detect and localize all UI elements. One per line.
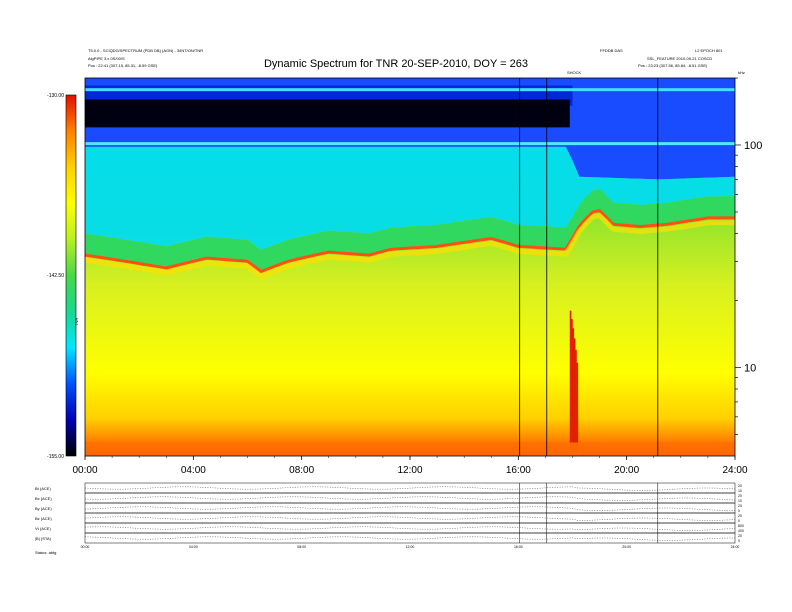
cyan-line-lower	[85, 142, 735, 146]
ts-right-tick: 0	[738, 509, 740, 513]
spectrum-plot	[85, 78, 735, 456]
ts-trace	[84, 536, 736, 541]
x-tick-label: 00:00	[72, 465, 97, 476]
frequency-unit-label: kHz	[738, 70, 745, 75]
colorbar-tick-mid: -142.50	[47, 273, 64, 279]
shock-marker-label: SHOCK	[567, 70, 582, 75]
x-tick-label: 16:00	[506, 465, 531, 476]
ts-panel-frame	[84, 522, 736, 534]
colorbar-label: TNR	[74, 318, 79, 326]
x-tick-label: 12:00	[397, 465, 422, 476]
ts-panel-label: |B| (STA)	[35, 536, 52, 541]
header-info-line-1: T5.0.0 - SCIQDG/SPECTRUM (PDB DB) (AGN) …	[88, 48, 204, 53]
ts-right-tick: 0	[738, 539, 740, 543]
green-band	[85, 189, 735, 272]
ts-right-tick: 400	[738, 529, 744, 533]
x-tick-label: 24:00	[722, 465, 747, 476]
ts-right-tick: 20	[738, 494, 742, 498]
ts-trace	[84, 526, 736, 531]
ts-right-tick: 20	[738, 534, 742, 538]
header-right-line-2: L2 EPOCH 801	[695, 48, 723, 53]
shock-spike	[573, 338, 576, 456]
ts-right-tick: 800	[738, 524, 744, 528]
cyan-line-top	[85, 88, 735, 92]
header-right-line-3: SSL_FEATURE 2010-09-21 COSCD	[647, 56, 713, 61]
y-tick-label: 100	[744, 140, 762, 152]
x-tick-label: 08:00	[289, 465, 314, 476]
ts-x-tick-label: 00:00	[81, 545, 90, 549]
ts-panel-label: Vt (ACE)	[35, 526, 51, 531]
page-title: Dynamic Spectrum for TNR 20-SEP-2010, DO…	[263, 58, 528, 70]
ts-panel-label: Bx (ACE)	[35, 496, 52, 501]
shock-spike	[576, 362, 579, 456]
emission-line	[85, 209, 735, 274]
ts-panel-frame	[84, 502, 736, 514]
ts-panel-label: Bz (ACE)	[35, 516, 52, 521]
header-right-line-1: FFDDB DAS	[600, 48, 623, 53]
y-axis-right: 10 100	[735, 77, 762, 435]
shock-spike	[575, 349, 577, 456]
y-tick-label: 10	[744, 362, 756, 374]
ts-right-tick: 20	[738, 504, 742, 508]
spectrum-layers	[85, 78, 735, 456]
colorbar-tick-min: -155.00	[47, 454, 64, 460]
ts-right-tick: 0	[738, 519, 740, 523]
ts-x-tick-label: 16:00	[514, 545, 523, 549]
ts-trace	[84, 486, 736, 491]
low-frequency-floor	[85, 442, 735, 456]
emission-halo	[85, 212, 735, 280]
dark-band	[85, 99, 570, 128]
cyan-region	[85, 146, 735, 250]
ts-x-tick-label: 24:00	[731, 545, 740, 549]
x-tick-label: 20:00	[614, 465, 639, 476]
colorbar-tick-max: -130.00	[47, 93, 64, 99]
ts-panel-frame	[84, 492, 736, 504]
shock-spike	[572, 328, 575, 456]
ts-x-tick-label: 20:00	[622, 545, 631, 549]
ts-right-tick: 20	[738, 484, 742, 488]
shock-spike	[569, 310, 572, 456]
ts-panel-label: Bt (ACE)	[35, 486, 51, 491]
x-tick-label: 04:00	[181, 465, 206, 476]
shock-spike	[571, 319, 573, 456]
colorbar	[65, 94, 77, 457]
ts-right-tick: 20	[738, 514, 742, 518]
ts-x-tick-label: 08:00	[297, 545, 306, 549]
ts-trace	[84, 496, 736, 501]
ts-trace	[84, 506, 736, 511]
ts-right-tick: 10	[738, 499, 742, 503]
header-position-start: Pos : 22:41 (307.15, 85.31, -8.59 GSE)	[88, 63, 158, 68]
header-info-line-2: AlgPIPE 3.x 0S/00/S	[88, 56, 125, 61]
ts-panel-label: By (ACE)	[35, 506, 52, 511]
x-axis: 00:00 04:00 08:00 12:00 16:00 20:00 24:00	[72, 456, 748, 476]
ts-footer-label: Status: abfg	[35, 550, 56, 555]
ts-x-tick-label: 04:00	[189, 545, 198, 549]
header-position-end: Pos : 23:23 (307.56, 85.84, -8.51 GSE)	[638, 63, 708, 68]
event-lines	[519, 78, 659, 456]
ts-trace	[84, 516, 736, 521]
ts-right-tick: 10	[738, 489, 742, 493]
ts-x-tick-label: 12:00	[406, 545, 415, 549]
ts-panel-frame	[84, 532, 736, 544]
